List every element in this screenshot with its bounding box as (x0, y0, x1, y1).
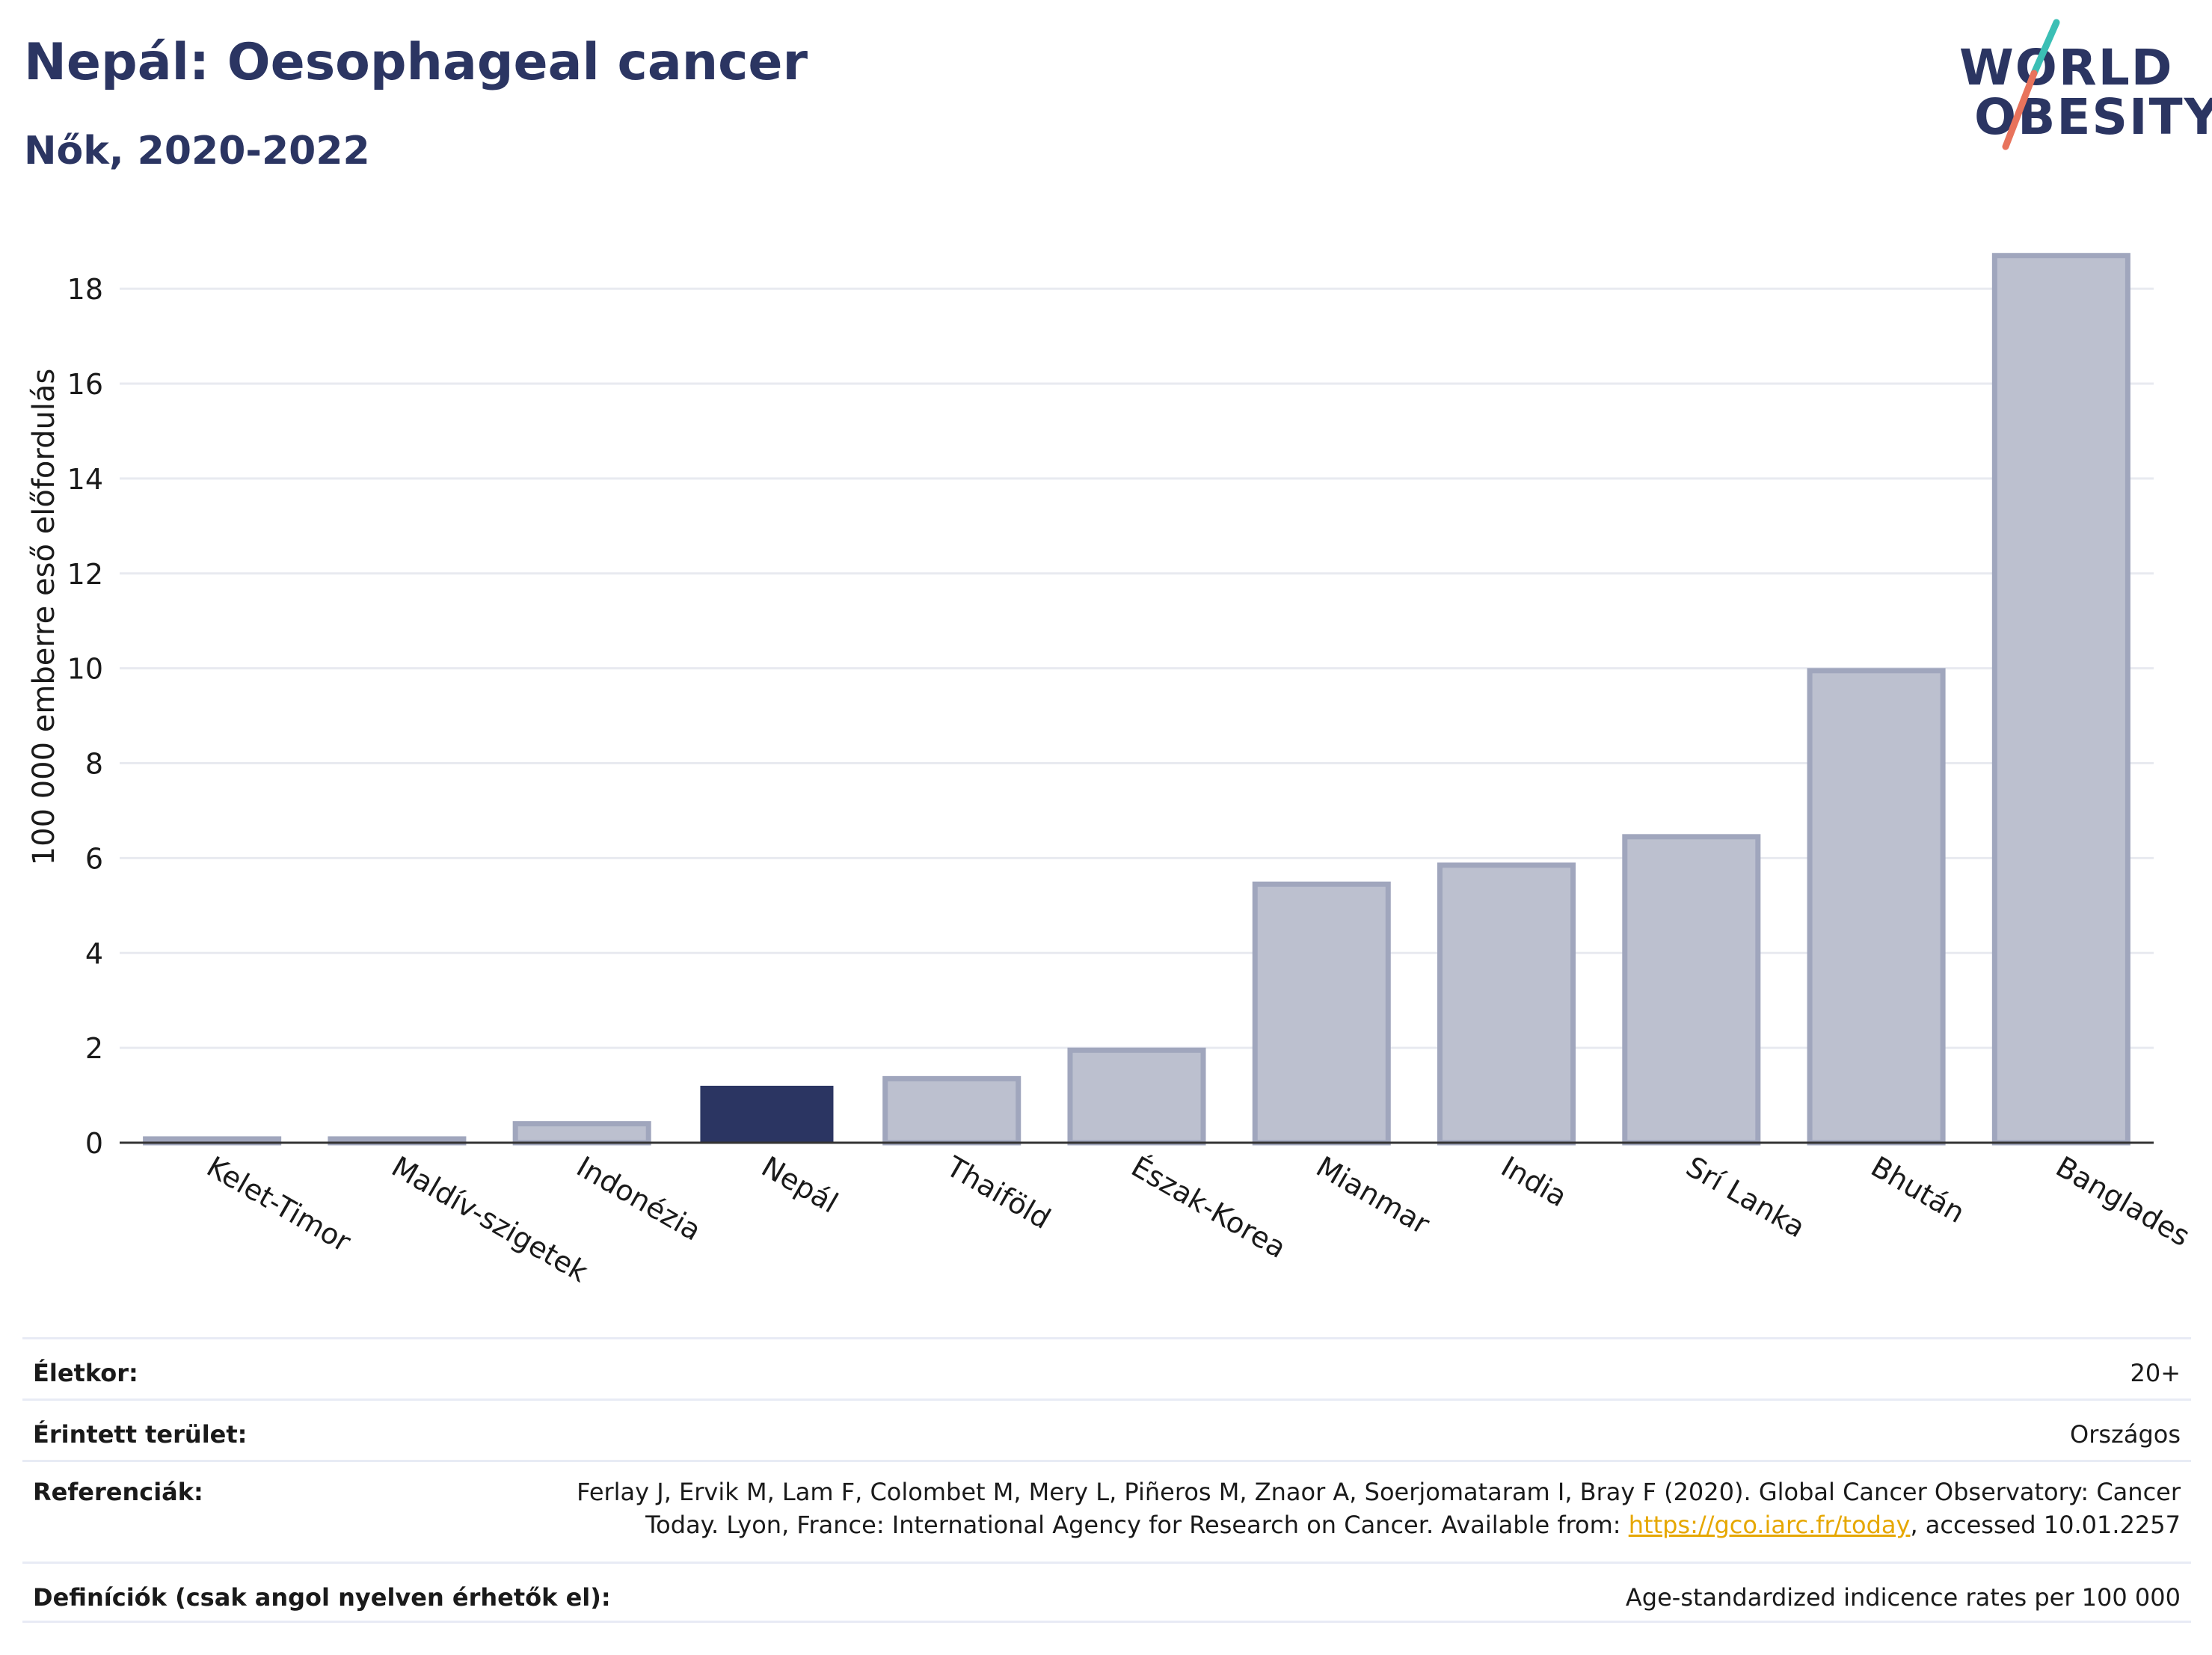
references-value: Ferlay J, Ervik M, Lam F, Colombet M, Me… (573, 1476, 2181, 1541)
footer-row-references: Referenciák: Ferlay J, Ervik M, Lam F, C… (22, 1460, 2191, 1562)
bar-észak-korea[interactable] (1067, 1047, 1206, 1146)
x-tick-label: Nepál (756, 1150, 844, 1220)
y-tick-label: 10 (67, 653, 103, 686)
bar-chart: 0 2 4 6 8 10 12 14 16 18 Kelet-Timor Maldív-szigete… (27, 253, 2196, 1289)
y-tick-label: 18 (67, 273, 103, 306)
references-accessed: , accessed 10.01.2257 (1910, 1511, 2181, 1539)
x-tick-label: Mianmar (1311, 1150, 1436, 1241)
y-tick-label: 4 (85, 937, 103, 970)
bar-banglades[interactable] (1991, 253, 2130, 1146)
bar-thaiföld[interactable] (882, 1075, 1021, 1146)
footer-row-area: Érintett terület: Országos (22, 1398, 2191, 1460)
bar-srí-lanka[interactable] (1622, 834, 1761, 1146)
x-tick-label: Indonézia (571, 1150, 707, 1247)
bars (143, 253, 2130, 1146)
age-value: 20+ (2130, 1359, 2181, 1387)
references-label: Referenciák: (33, 1478, 203, 1506)
definitions-label: Definíciók (csak angol nyelven érhetők e… (33, 1583, 611, 1612)
area-value: Országos (2070, 1420, 2181, 1449)
y-tick-label: 6 (85, 842, 103, 875)
x-tick-label: Banglades (2050, 1150, 2196, 1253)
y-tick-label: 0 (85, 1127, 103, 1160)
x-tick-label: Bhután (1866, 1150, 1970, 1229)
footer-table: Életkor: 20+ Érintett terület: Országos … (22, 1337, 2191, 1623)
bar-nepál[interactable] (700, 1085, 834, 1143)
x-tick-label: Srí Lanka (1680, 1150, 1810, 1244)
y-tick-label: 14 (67, 463, 103, 496)
y-tick-label: 2 (85, 1032, 103, 1065)
chart-title: Nepál: Oesophageal cancer (24, 33, 808, 92)
logo-word-1: WORLD (1959, 39, 2174, 96)
y-tick-label: 8 (85, 748, 103, 781)
logo-slash-icon (2002, 19, 2060, 150)
definitions-value: Age-standardized indicence rates per 100… (1625, 1583, 2181, 1612)
x-tick-label: India (1496, 1150, 1573, 1214)
references-text: Ferlay J, Ervik M, Lam F, Colombet M, Me… (577, 1478, 2181, 1539)
references-link[interactable]: https://gco.iarc.fr/today (1628, 1511, 1911, 1539)
age-label: Életkor: (33, 1359, 138, 1387)
x-tick-label: Thaiföld (940, 1149, 1056, 1235)
area-label: Érintett terület: (33, 1420, 248, 1449)
bar-indonézia[interactable] (512, 1121, 651, 1146)
bar-india[interactable] (1437, 862, 1576, 1146)
y-tick-label: 12 (67, 558, 103, 591)
chart-subtitle: Nők, 2020-2022 (24, 129, 370, 174)
y-tick-label: 16 (67, 368, 103, 401)
x-tick-label: Maldív-szigetek (386, 1150, 593, 1289)
x-tick-label: Kelet-Timor (201, 1150, 357, 1259)
bar-mianmar[interactable] (1252, 881, 1391, 1146)
x-tick-label: Észak-Korea (1126, 1150, 1292, 1265)
y-axis-label: 100 000 emberre eső előfordulás (27, 369, 61, 866)
bar-bhután[interactable] (1807, 668, 1946, 1146)
world-obesity-logo: WORLD OBESITY (1952, 15, 2212, 165)
footer-row-age: Életkor: 20+ (22, 1337, 2191, 1398)
footer-row-definitions: Definíciók (csak angol nyelven érhetők e… (22, 1562, 2191, 1623)
